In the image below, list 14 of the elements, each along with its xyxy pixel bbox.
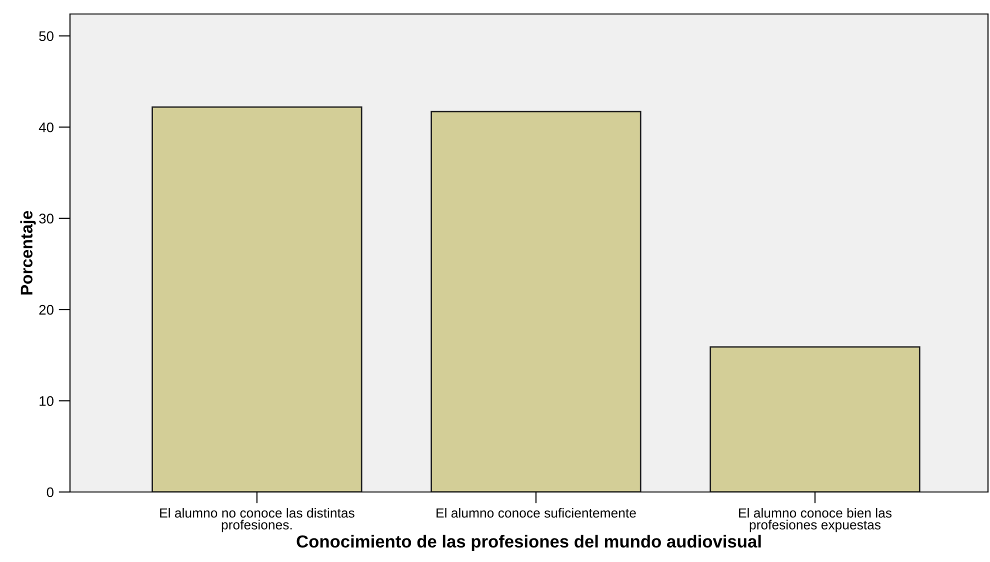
bar xyxy=(430,110,642,492)
y-tick-label: 40 xyxy=(38,122,54,132)
x-axis-title: Conocimiento de las profesiones del mundo audiovisual xyxy=(296,534,761,552)
y-tick-label: 0 xyxy=(46,487,54,498)
x-tick-label: El alumno conoce bien las profesiones expuestas xyxy=(739,508,892,532)
y-tick-label: 10 xyxy=(40,396,54,406)
y-tick-label: 30 xyxy=(39,214,54,224)
y-tick-label: 50 xyxy=(39,31,54,42)
y-axis-title: Porcentaje xyxy=(20,210,36,294)
bar xyxy=(152,106,362,492)
x-tick-label: El alumno conoce suficientemente xyxy=(436,508,636,518)
y-tick-label: 20 xyxy=(39,304,54,315)
bar xyxy=(710,346,920,492)
x-tick-label: El alumno no conoce las distintas profesiones. xyxy=(160,508,354,532)
